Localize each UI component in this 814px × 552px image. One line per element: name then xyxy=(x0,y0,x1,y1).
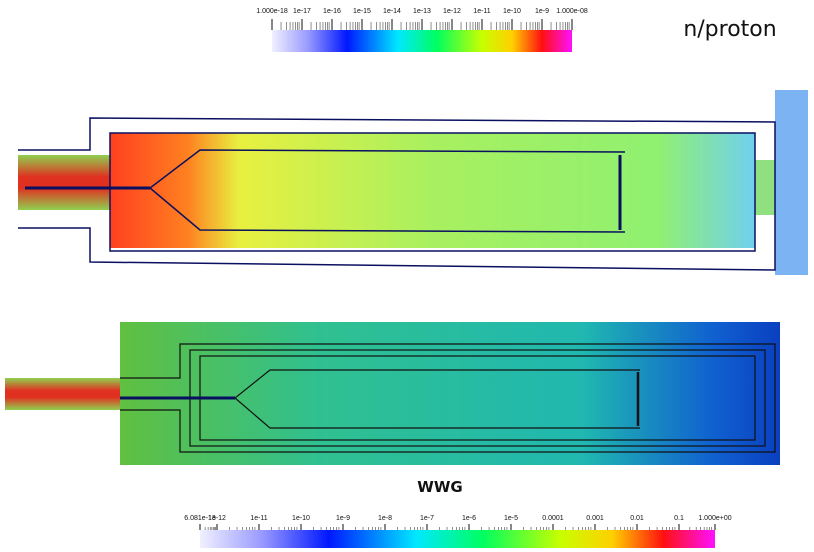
colorbar-gradient xyxy=(272,30,572,52)
colorbar-label: 1e-6 xyxy=(462,515,476,522)
colorbar-label: 1e-16 xyxy=(323,8,341,15)
colorbar-label: 0.01 xyxy=(630,515,644,522)
flux-region xyxy=(775,90,808,275)
flux-panel xyxy=(18,90,808,275)
beam-region xyxy=(5,378,120,410)
flux-region xyxy=(755,160,775,215)
colorbar-label: 1e-15 xyxy=(353,8,371,15)
colorbar-label: 1e-8 xyxy=(378,515,392,522)
colorbar-label: 6.081e-13 xyxy=(184,515,216,522)
wwg-region xyxy=(120,322,780,465)
colorbar-label: 0.1 xyxy=(674,515,684,522)
colorbar-label: 1e-17 xyxy=(293,8,311,15)
outline xyxy=(109,132,756,252)
colorbar-label: 1e-14 xyxy=(383,8,401,15)
colorbar-label: 1e-9 xyxy=(336,515,350,522)
top-colorbar: 1.000e-18 1e-17 1e-16 1e-15 1e-14 1e-13 1e-12 1… xyxy=(256,8,588,52)
colorbar-label: 1e-11 xyxy=(473,8,490,15)
wwg-panel xyxy=(5,322,780,465)
panel-title: WWG xyxy=(417,478,462,496)
colorbar-label: 1e-7 xyxy=(420,515,434,522)
colorbar-label: 1e-9 xyxy=(535,8,549,15)
colorbar-label: 1e-10 xyxy=(503,8,521,15)
colorbar-gradient xyxy=(200,530,715,548)
flux-region xyxy=(110,133,755,248)
unit-label: n/proton xyxy=(683,17,776,42)
colorbar-label: 1e-11 xyxy=(250,515,267,522)
colorbar-label: 1e-13 xyxy=(413,8,431,15)
colorbar-label: 1e-12 xyxy=(443,8,461,15)
colorbar-label: 1e-12 xyxy=(208,515,226,522)
beam-region xyxy=(18,155,113,210)
outline xyxy=(120,343,776,453)
outline xyxy=(18,117,776,271)
colorbar-label: 1.000e+00 xyxy=(698,515,731,522)
colorbar-label: 1e-10 xyxy=(292,515,310,522)
colorbar-label: 0.0001 xyxy=(542,515,564,522)
colorbar-label: 0.001 xyxy=(586,515,604,522)
colorbar-label: 1e-5 xyxy=(504,515,518,522)
colorbar-label: 1.000e-18 xyxy=(256,8,288,15)
colorbar-label: 1.000e-08 xyxy=(556,8,588,15)
